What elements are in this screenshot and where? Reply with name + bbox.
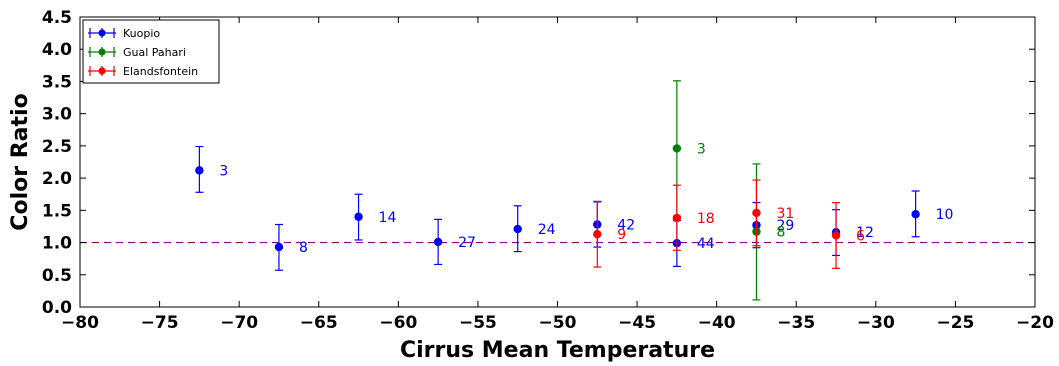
y-tick-label: 0.5: [42, 266, 72, 286]
data-point: [433, 237, 443, 247]
point-label: 6: [856, 228, 865, 244]
data-point: [672, 213, 682, 223]
y-tick-label: 0.0: [42, 298, 72, 318]
x-tick-label: −20: [1016, 313, 1054, 333]
y-tick-label: 4.5: [42, 8, 72, 28]
legend: Kuopio Gual Pahari Elandsfontein: [82, 19, 220, 84]
data-point: [911, 210, 920, 219]
point-label: 44: [697, 236, 715, 252]
y-tick-label: 1.0: [42, 234, 72, 254]
point-label: 3: [697, 141, 706, 157]
point-label: 8: [776, 225, 785, 241]
point-label: 42: [617, 218, 635, 234]
point-label: 18: [697, 211, 715, 227]
x-tick-label: −45: [618, 313, 656, 333]
y-tick-label: 2.0: [42, 169, 72, 189]
data-point: [831, 231, 841, 240]
axes: −80 −75 −70 −65 −60 −55 −50 −45 −40 −35 −30 −25 −20 0…: [42, 8, 1054, 333]
legend-marker: [98, 29, 106, 37]
x-tick-label: −65: [300, 313, 338, 333]
legend-label: Gual Pahari: [123, 46, 186, 59]
y-tick-label: 3.0: [42, 105, 72, 125]
point-label: 8: [299, 240, 308, 256]
data-point: [593, 229, 602, 239]
y-tick-label: 1.5: [42, 201, 72, 221]
x-axis-label: Cirrus Mean Temperature: [400, 338, 715, 363]
legend-label: Kuopio: [123, 27, 160, 40]
x-tick-label: −55: [459, 313, 497, 333]
point-label: 12: [856, 225, 874, 241]
x-tick-label: −40: [698, 313, 736, 333]
y-tick-label: 2.5: [42, 137, 72, 157]
legend-marker: [98, 67, 106, 75]
x-tick-label: −70: [220, 313, 258, 333]
legend-marker: [98, 48, 106, 56]
point-label: 24: [538, 222, 556, 238]
data-point: [195, 166, 204, 175]
x-tick-label: −30: [857, 313, 895, 333]
data-point: [274, 242, 284, 252]
x-tick-label: −80: [61, 313, 99, 333]
point-label: 27: [458, 235, 476, 251]
x-tick-label: −60: [379, 313, 417, 333]
data-point: [513, 224, 522, 234]
data-point: [672, 144, 682, 153]
x-tick-label: −75: [141, 313, 179, 333]
data-point: [752, 208, 761, 218]
x-tick-label: −50: [539, 313, 577, 333]
y-axis-label: Color Ratio: [8, 93, 33, 230]
y-tick-label: 3.5: [42, 72, 72, 92]
y-tick-label: 4.0: [42, 40, 72, 60]
point-label: 31: [776, 206, 794, 222]
point-label: 10: [936, 207, 954, 223]
point-label: 14: [379, 210, 397, 226]
plot-frame: [79, 16, 1036, 308]
data-point: [354, 212, 363, 221]
point-label: 9: [617, 227, 626, 243]
plot-marks: 3 8 14 27 24 42 44 29 12 10 3 8 9 18 31 6: [80, 80, 1035, 301]
point-label: 29: [776, 218, 794, 234]
point-label: 3: [219, 163, 228, 179]
x-tick-label: −35: [777, 313, 815, 333]
legend-label: Elandsfontein: [123, 65, 198, 78]
x-tick-label: −25: [936, 313, 974, 333]
